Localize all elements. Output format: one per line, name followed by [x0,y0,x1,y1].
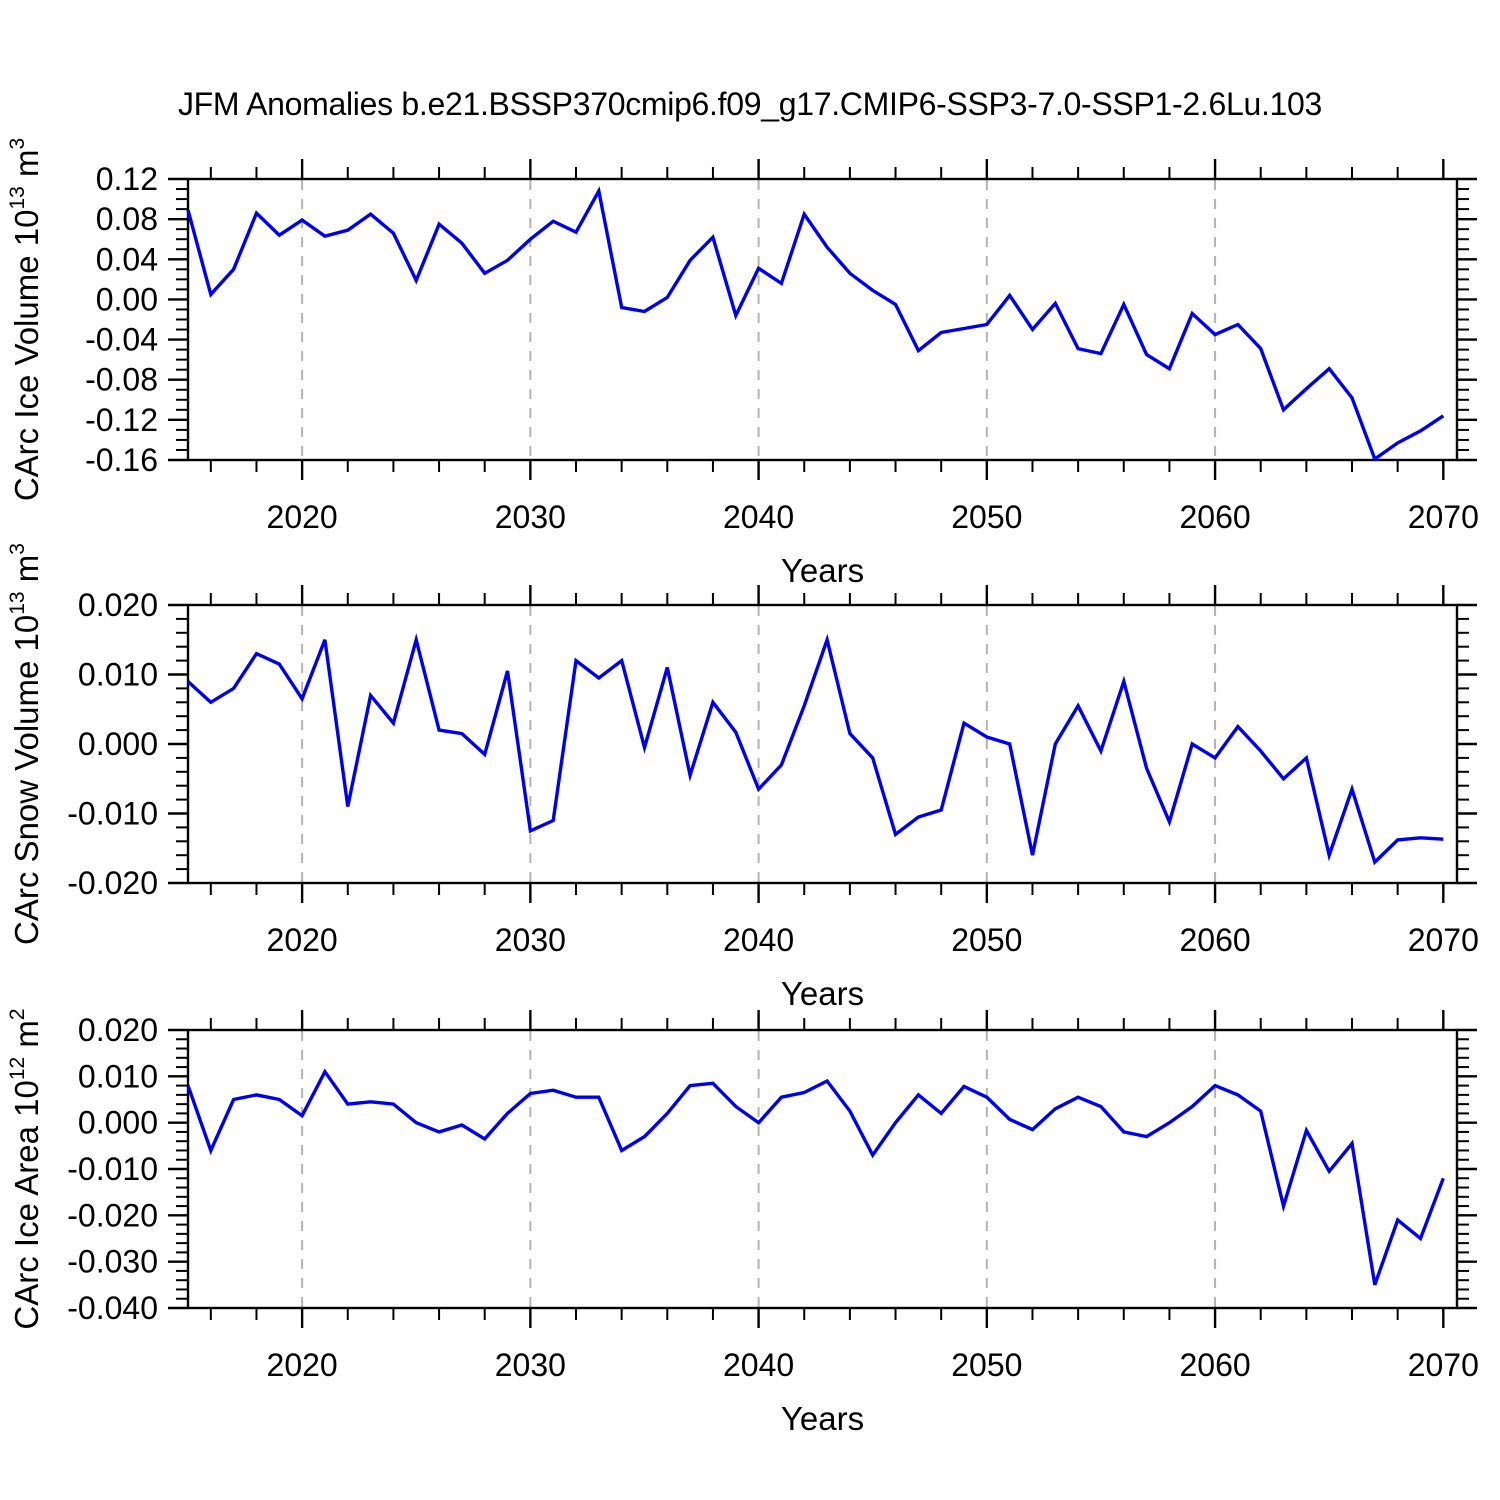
snow-volume-y-tick-label: 0.000 [78,726,158,762]
panel-ice-volume: 0.12 0.08 0.04 0.00 -0.04 -0.08 -0.12 -0.16 2020… [6,138,1479,589]
ice-volume-y-tick-label: 0.04 [96,241,158,277]
ice-area-x-tick-label: 2050 [951,1347,1022,1383]
ice-volume-y-tick-label: -0.04 [85,322,158,358]
ice-area-y-tick-label: 0.020 [78,1012,158,1048]
snow-volume-y-tick-label: 0.020 [78,587,158,623]
ice-area-y-tick-label: -0.030 [67,1244,158,1280]
panel-ice-area: 0.020 0.010 0.000 -0.010 -0.020 -0.030 -0.040 2… [6,1008,1479,1437]
ice-volume-x-tick-label: 2030 [495,499,566,535]
ice-area-y-tick-label: 0.000 [78,1105,158,1141]
ice-area-y-tick-label: -0.040 [67,1290,158,1326]
snow-volume-y-axis-ticks: 0.020 0.010 0.000 -0.010 -0.020 [67,587,1477,901]
snow-volume-x-tick-label: 2040 [723,922,794,958]
ice-area-x-tick-label: 2070 [1408,1347,1479,1383]
snow-volume-x-axis-ticks [209,585,1445,903]
ice-volume-x-axis-title: Years [781,552,864,589]
snow-volume-y-axis-title: CArc Snow Volume 1013 m3 [6,543,45,945]
ice-area-plot-frame [186,1028,1459,1310]
ice-volume-x-tick-label: 2050 [951,499,1022,535]
ice-area-y-axis-ticks: 0.020 0.010 0.000 -0.010 -0.020 -0.030 -0.040 [67,1012,1477,1326]
snow-volume-y-tick-label: 0.010 [78,657,158,693]
ice-area-x-tick-label: 2060 [1179,1347,1250,1383]
ice-volume-series-line [186,186,1445,462]
snow-volume-y-tick-label: -0.020 [67,865,158,901]
ice-volume-y-axis-title: CArc Ice Volume 1013 m3 [6,138,45,501]
snow-volume-x-axis-title: Years [781,975,864,1012]
ice-volume-x-tick-labels: 2020 2030 2040 2050 2060 2070 [267,499,1479,535]
snow-volume-x-tick-label: 2060 [1179,922,1250,958]
ice-volume-x-tick-label: 2060 [1179,499,1250,535]
ice-volume-x-axis-ticks [209,159,1445,480]
ice-area-x-axis-ticks [209,1010,1445,1328]
ice-area-gridlines [301,1031,1217,1307]
ice-area-y-tick-label: -0.020 [67,1197,158,1233]
ice-volume-y-tick-label: -0.08 [85,362,158,398]
snow-volume-series-line [186,633,1444,866]
snow-volume-x-tick-label: 2020 [267,922,338,958]
ice-area-x-tick-label: 2040 [723,1347,794,1383]
chart-title: JFM Anomalies b.e21.BSSP370cmip6.f09_g17… [177,86,1323,122]
ice-area-x-tick-label: 2030 [495,1347,566,1383]
ice-volume-gridlines [301,180,1217,459]
snow-volume-gridlines [301,606,1217,882]
ice-volume-y-tick-label: 0.08 [96,201,158,237]
ice-area-series-line [186,1068,1445,1286]
ice-volume-y-tick-label: -0.12 [85,402,158,438]
ice-volume-x-tick-label: 2020 [267,499,338,535]
snow-volume-x-tick-labels: 2020 2030 2040 2050 2060 2070 [267,922,1479,958]
snow-volume-x-tick-label: 2030 [495,922,566,958]
ice-volume-y-tick-label: 0.00 [96,281,158,317]
ice-area-x-axis-title: Years [781,1400,864,1437]
snow-volume-plot-frame [186,603,1459,885]
snow-volume-x-tick-label: 2070 [1408,922,1479,958]
ice-volume-x-tick-label: 2070 [1408,499,1479,535]
ice-area-x-tick-label: 2020 [267,1347,338,1383]
ice-area-y-axis-title: CArc Ice Area 1012 m2 [6,1008,45,1329]
ice-area-x-tick-labels: 2020 2030 2040 2050 2060 2070 [267,1347,1479,1383]
ice-volume-y-tick-label: 0.12 [96,161,158,197]
snow-volume-x-tick-label: 2050 [951,922,1022,958]
ice-volume-y-axis-ticks: 0.12 0.08 0.04 0.00 -0.04 -0.08 -0.12 -0.16 [85,161,1477,478]
ice-area-y-tick-label: 0.010 [78,1058,158,1094]
ice-volume-y-tick-label: -0.16 [85,442,158,478]
ice-volume-x-tick-label: 2040 [723,499,794,535]
ice-area-y-tick-label: -0.010 [67,1151,158,1187]
snow-volume-y-tick-label: -0.010 [67,796,158,832]
